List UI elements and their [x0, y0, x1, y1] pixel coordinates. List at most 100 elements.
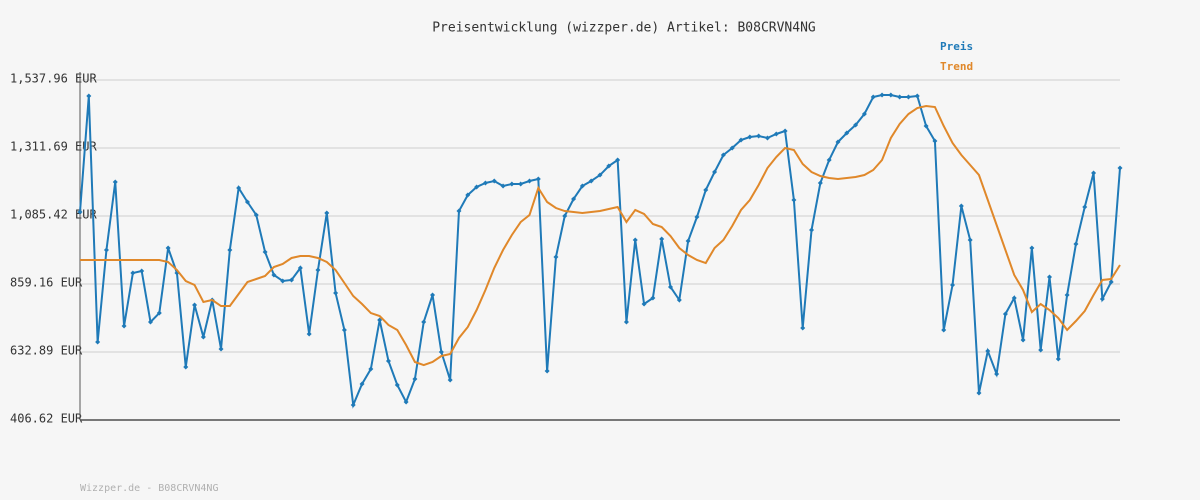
point-marker	[474, 184, 480, 190]
legend-label: Preis	[940, 40, 973, 53]
point-marker	[341, 327, 347, 333]
point-marker	[764, 135, 770, 141]
point-marker	[86, 93, 92, 99]
point-marker	[139, 268, 145, 274]
point-marker	[227, 247, 233, 253]
point-marker	[359, 381, 365, 387]
point-marker	[738, 137, 744, 143]
point-marker	[156, 310, 162, 316]
point-marker	[518, 181, 524, 187]
point-marker	[703, 187, 709, 193]
point-marker	[1073, 241, 1079, 247]
point-marker	[861, 111, 867, 117]
point-marker	[1082, 204, 1088, 210]
point-marker	[192, 302, 198, 308]
point-marker	[280, 278, 286, 284]
point-marker	[967, 237, 973, 243]
point-marker	[465, 192, 471, 198]
y-tick-label: 1,537.96 EUR	[10, 72, 97, 86]
point-marker	[888, 92, 894, 98]
point-marker	[1002, 311, 1008, 317]
point-marker	[588, 178, 594, 184]
point-marker	[676, 297, 682, 303]
point-marker	[77, 209, 83, 215]
point-marker	[297, 265, 303, 271]
point-marker	[236, 185, 242, 191]
point-marker	[641, 301, 647, 307]
point-marker	[747, 134, 753, 140]
chart-title: Preisentwicklung (wizzper.de) Artikel: B…	[432, 21, 816, 36]
point-marker	[650, 295, 656, 301]
point-marker	[579, 183, 585, 189]
point-marker	[817, 180, 823, 186]
point-marker	[535, 176, 541, 182]
point-marker	[333, 290, 339, 296]
y-tick-label: 859.16 EUR	[10, 275, 83, 289]
point-marker	[1029, 245, 1035, 251]
point-marker	[95, 339, 101, 345]
point-marker	[932, 138, 938, 144]
point-marker	[562, 213, 568, 219]
point-marker	[306, 331, 312, 337]
point-marker	[315, 267, 321, 273]
point-marker	[606, 163, 612, 169]
point-marker	[756, 133, 762, 139]
series-line	[80, 104, 1121, 367]
y-tick-label: 1,311.69 EUR	[10, 140, 97, 154]
point-marker	[553, 254, 559, 260]
series-line	[79, 94, 1121, 409]
point-marker	[130, 270, 136, 276]
footer: Wizzper.de - B08CRVN4NG	[80, 483, 218, 494]
point-marker	[271, 272, 277, 278]
point-marker	[112, 179, 118, 185]
point-marker	[368, 366, 374, 372]
point-marker	[632, 237, 638, 243]
point-marker	[782, 128, 788, 134]
point-marker	[809, 227, 815, 233]
point-marker	[447, 377, 453, 383]
point-marker	[597, 172, 603, 178]
point-marker	[1108, 279, 1114, 285]
point-marker	[121, 323, 127, 329]
point-marker	[685, 238, 691, 244]
y-tick-label: 1,085.42 EUR	[10, 208, 97, 222]
point-marker	[914, 93, 920, 99]
point-marker	[879, 92, 885, 98]
point-marker	[289, 277, 295, 283]
point-marker	[377, 317, 383, 323]
point-marker	[870, 94, 876, 100]
point-marker	[394, 382, 400, 388]
point-marker	[482, 180, 488, 186]
point-marker	[421, 319, 427, 325]
point-marker	[923, 123, 929, 129]
point-marker	[1011, 295, 1017, 301]
point-marker	[1055, 356, 1061, 362]
point-marker	[262, 249, 268, 255]
point-marker	[729, 145, 735, 151]
point-marker	[826, 157, 832, 163]
point-marker	[385, 358, 391, 364]
y-tick-label: 406.62 EUR	[10, 412, 83, 426]
point-marker	[791, 197, 797, 203]
legend-label: Trend	[940, 60, 973, 73]
point-marker	[694, 214, 700, 220]
point-marker	[403, 399, 409, 405]
point-marker	[844, 130, 850, 136]
point-marker	[324, 210, 330, 216]
point-marker	[800, 325, 806, 331]
point-marker	[659, 236, 665, 242]
point-marker	[491, 178, 497, 184]
point-marker	[720, 152, 726, 158]
point-marker	[853, 122, 859, 128]
point-marker	[994, 371, 1000, 377]
point-marker	[835, 139, 841, 145]
point-marker	[615, 157, 621, 163]
point-marker	[941, 327, 947, 333]
point-marker	[1020, 337, 1026, 343]
point-marker	[1117, 165, 1123, 171]
point-marker	[165, 245, 171, 251]
point-marker	[976, 390, 982, 396]
point-marker	[103, 247, 109, 253]
